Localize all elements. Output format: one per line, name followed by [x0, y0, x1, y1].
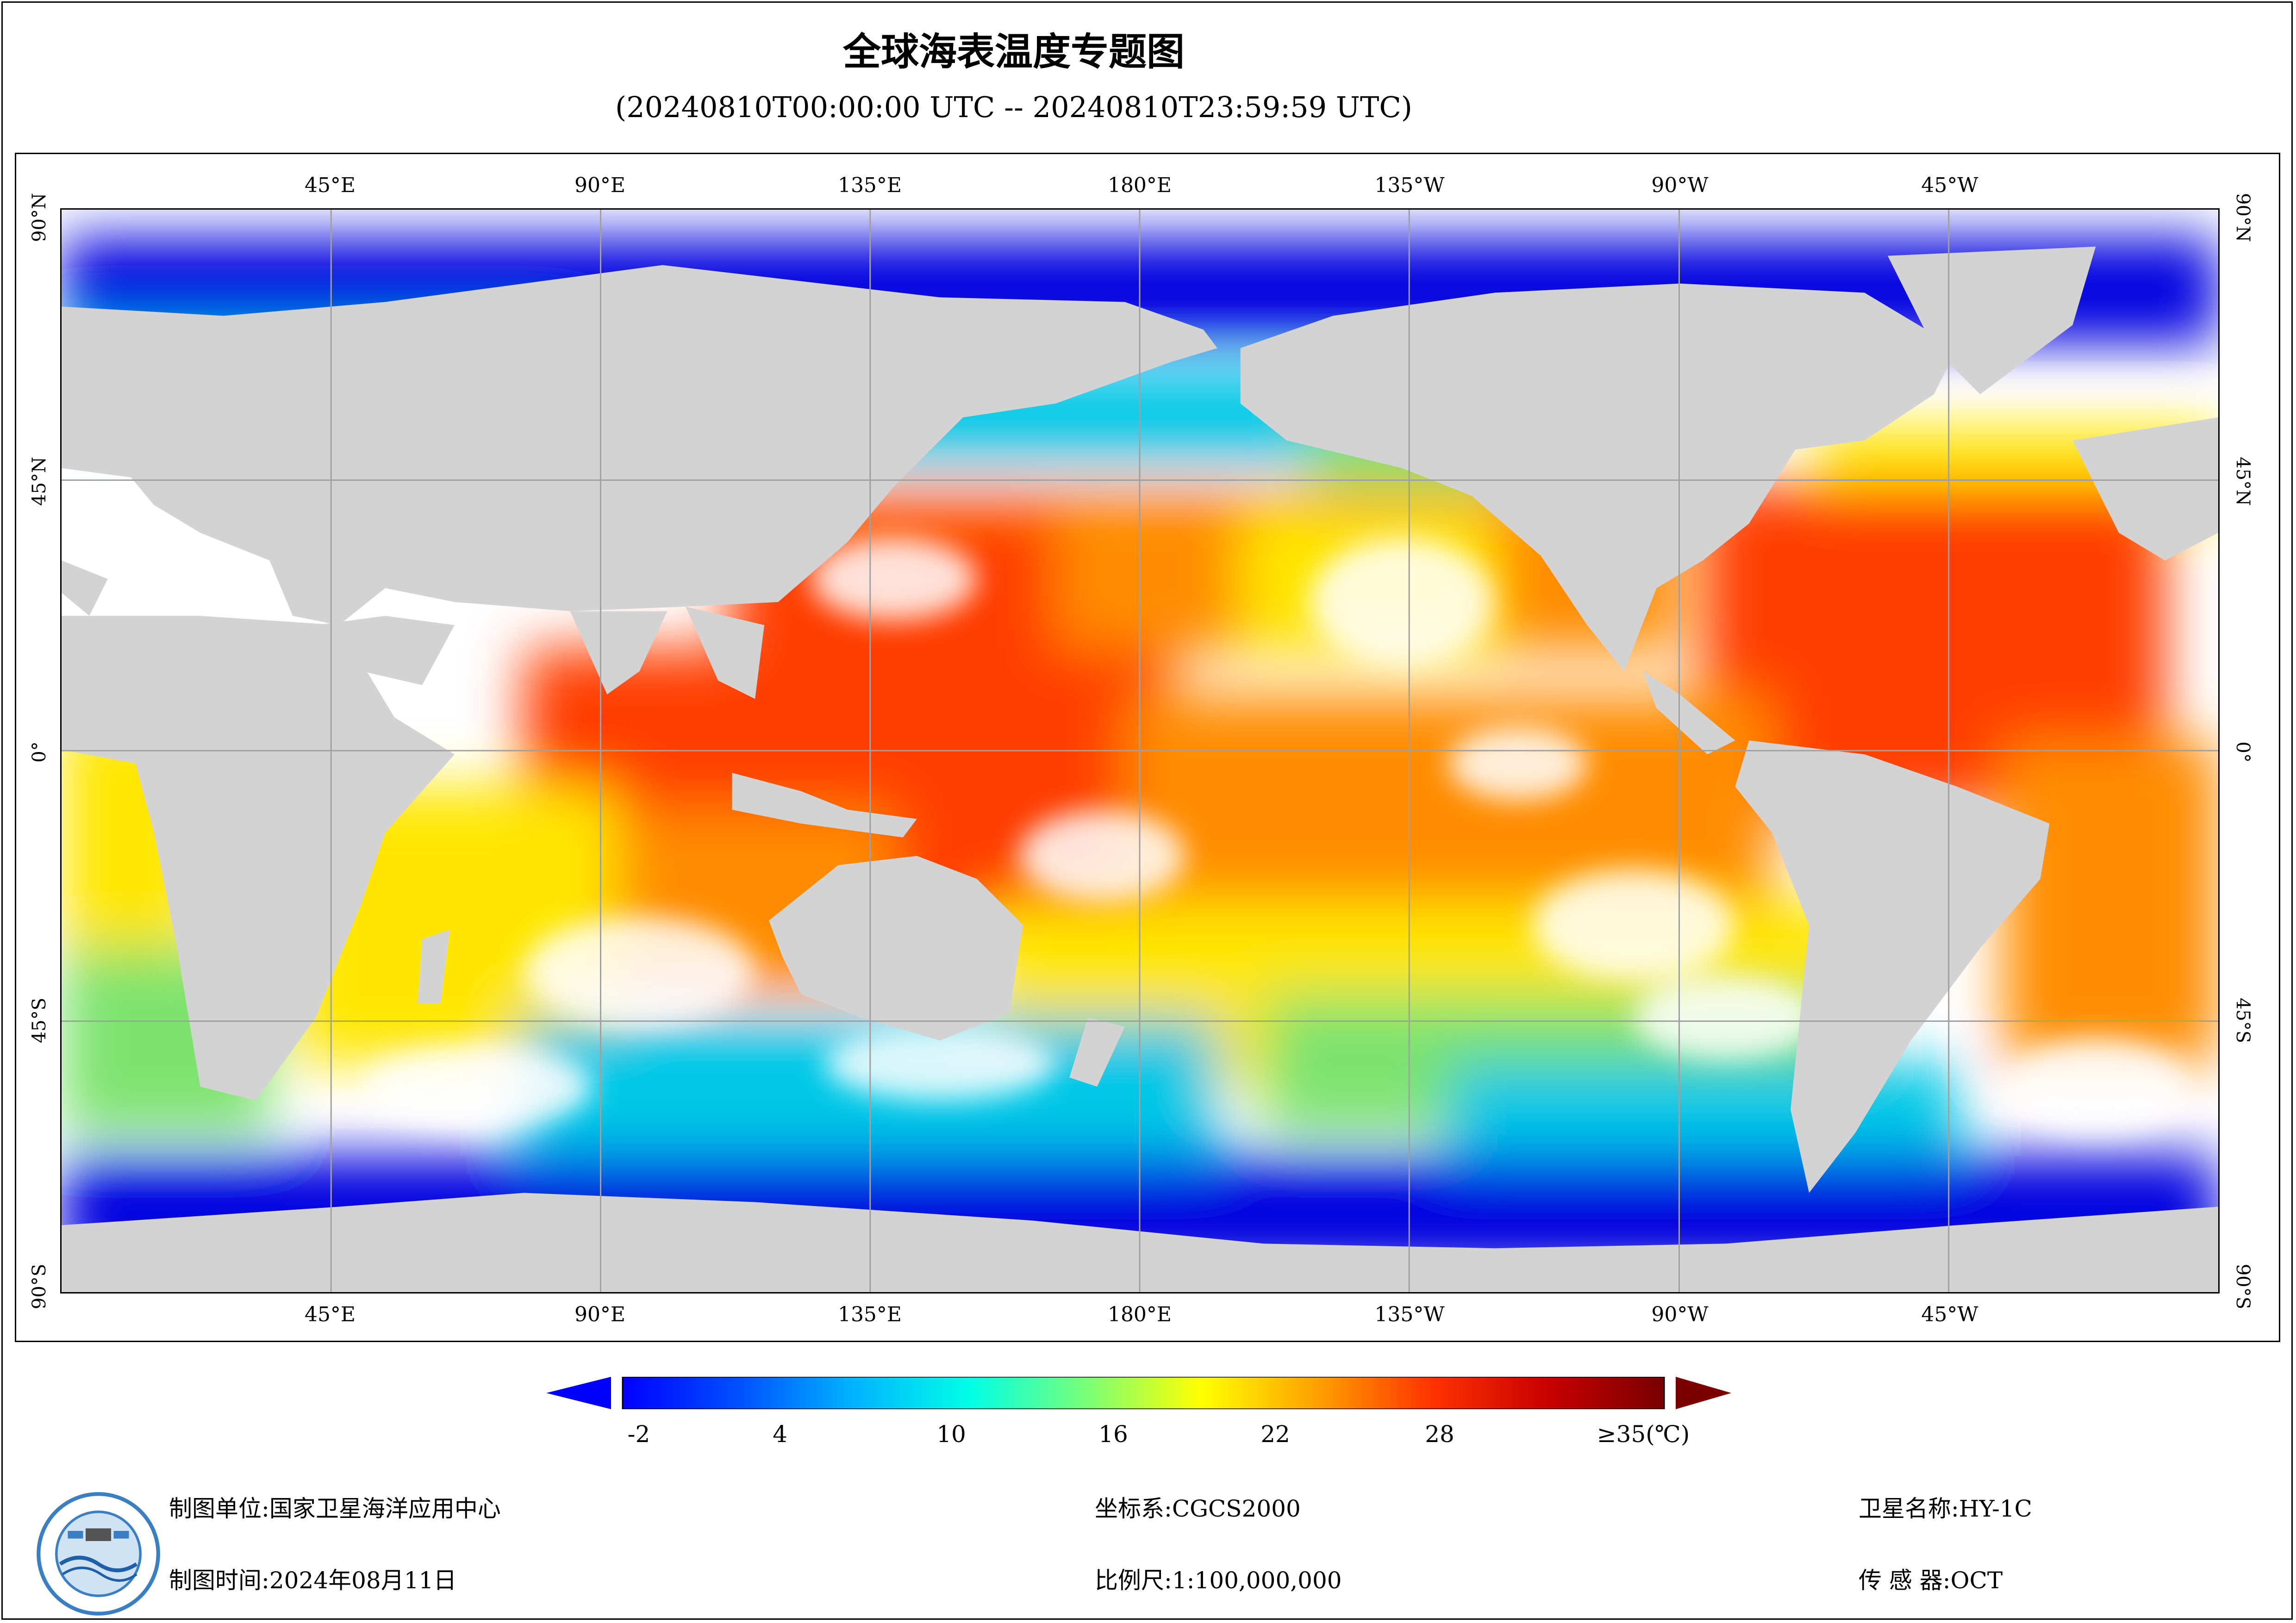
colorbar [546, 1377, 1731, 1409]
lon-label-bottom: 90°E [574, 1303, 626, 1326]
map-title: 全球海表温度专题图 [842, 30, 1185, 74]
lon-label-top: 45°E [304, 174, 356, 197]
lat-label-left: 45°S [29, 997, 50, 1044]
graticule [62, 210, 2218, 1292]
colorbar-tick-label: 10 [936, 1421, 966, 1448]
lat-label-right: 0° [2232, 741, 2253, 763]
sst-map [60, 208, 2220, 1293]
map-org: 制图单位:国家卫星海洋应用中心 [169, 1495, 501, 1522]
colorbar-tick-label: -2 [627, 1421, 650, 1448]
lat-label-left: 45°N [29, 457, 50, 506]
colorbar-tick-label: ≥35(℃) [1597, 1421, 1690, 1448]
satellite-name: 卫星名称:HY-1C [1859, 1495, 2032, 1522]
colorbar-under-arrow [546, 1377, 611, 1409]
lon-label-top: 90°W [1651, 174, 1709, 197]
lon-label-top: 180°E [1107, 174, 1172, 197]
lon-label-top: 90°E [574, 174, 626, 197]
coordinate-system: 坐标系:CGCS2000 [1095, 1495, 1301, 1522]
nsoas-logo-icon [37, 1492, 160, 1616]
lat-label-right: 45°N [2232, 457, 2253, 506]
lon-label-top: 45°W [1921, 174, 1978, 197]
colorbar-tick-label: 4 [773, 1421, 787, 1448]
lon-label-bottom: 45°E [304, 1303, 356, 1326]
lat-label-left: 90°N [29, 193, 50, 242]
lon-label-bottom: 180°E [1107, 1303, 1172, 1326]
lon-label-bottom: 90°W [1651, 1303, 1709, 1326]
colorbar-tick-label: 28 [1425, 1421, 1454, 1448]
lon-label-bottom: 45°W [1921, 1303, 1978, 1326]
lon-label-top: 135°E [837, 174, 902, 197]
map-date: 制图时间:2024年08月11日 [169, 1567, 457, 1594]
lat-label-left: 90°S [29, 1263, 50, 1310]
lon-label-bottom: 135°W [1374, 1303, 1445, 1326]
lon-label-top: 135°W [1374, 174, 1445, 197]
map-frame [15, 153, 2280, 1342]
sst-map-svg [62, 210, 2218, 1292]
map-scale: 比例尺:1:100,000,000 [1095, 1567, 1342, 1594]
sensor-name: 传 感 器:OCT [1859, 1567, 2003, 1594]
lat-label-left: 0° [29, 741, 50, 763]
colorbar-tick-label: 22 [1260, 1421, 1290, 1448]
colorbar-over-arrow [1676, 1377, 1731, 1409]
time-range-subtitle: (20240810T00:00:00 UTC -- 20240810T23:59… [615, 90, 1412, 124]
lat-label-right: 45°S [2232, 997, 2253, 1044]
lat-label-right: 90°N [2232, 193, 2253, 242]
colorbar-tick-label: 16 [1098, 1421, 1128, 1448]
colorbar-gradient [622, 1377, 1665, 1409]
lon-label-bottom: 135°E [837, 1303, 902, 1326]
lat-label-right: 90°S [2232, 1263, 2253, 1310]
